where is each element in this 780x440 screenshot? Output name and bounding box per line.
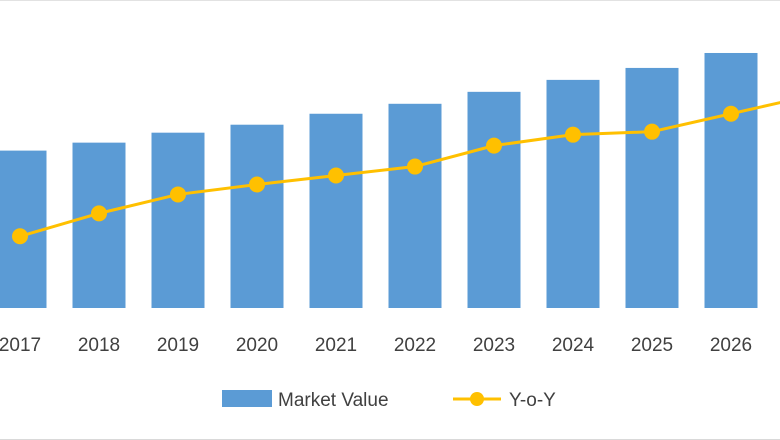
legend-swatch-market-value xyxy=(222,390,272,407)
x-tick-label-2019: 2019 xyxy=(157,335,199,356)
legend-label-yoy: Y-o-Y xyxy=(509,390,556,411)
bar-market-value-2023 xyxy=(467,91,521,308)
legend-label-market-value: Market Value xyxy=(278,390,389,411)
x-tick-label-2026: 2026 xyxy=(710,335,752,356)
legend: Market Value Y-o-Y xyxy=(222,390,556,411)
x-tick-label-2018: 2018 xyxy=(78,335,120,356)
marker-yoy-2019 xyxy=(170,186,186,203)
marker-yoy-2025 xyxy=(644,123,660,140)
line-series xyxy=(12,101,780,245)
x-tick-label-2023: 2023 xyxy=(473,335,515,356)
bar-market-value-2020 xyxy=(230,124,284,308)
bar-market-value-2025 xyxy=(625,67,679,308)
bar-market-value-2019 xyxy=(151,132,205,308)
bar-market-value-2018 xyxy=(72,142,126,308)
bar-series xyxy=(0,52,758,309)
bar-market-value-2022 xyxy=(388,103,442,309)
marker-yoy-2022 xyxy=(407,158,423,175)
bar-market-value-2024 xyxy=(546,79,600,308)
x-tick-label-2021: 2021 xyxy=(315,335,357,356)
marker-yoy-2018 xyxy=(91,205,107,222)
marker-yoy-2023 xyxy=(486,137,502,154)
marker-yoy-2024 xyxy=(565,126,581,143)
marker-yoy-2026 xyxy=(723,105,739,122)
marker-yoy-2021 xyxy=(328,167,344,184)
x-tick-label-2024: 2024 xyxy=(552,335,595,356)
marker-yoy-2020 xyxy=(249,176,265,193)
x-tick-label-2017: 2017 xyxy=(0,335,41,356)
x-tick-label-2022: 2022 xyxy=(394,335,436,356)
marker-yoy-2017 xyxy=(12,228,28,245)
bar-market-value-2021 xyxy=(309,113,363,308)
x-tick-label-2025: 2025 xyxy=(631,335,673,356)
x-tick-label-2020: 2020 xyxy=(236,335,278,356)
bar-market-value-2026 xyxy=(704,52,758,308)
x-axis-ticks: 2017 2018 2019 2020 2021 2022 2023 2024 2025 2026 xyxy=(0,335,752,356)
legend-swatch-yoy-marker xyxy=(470,392,484,406)
